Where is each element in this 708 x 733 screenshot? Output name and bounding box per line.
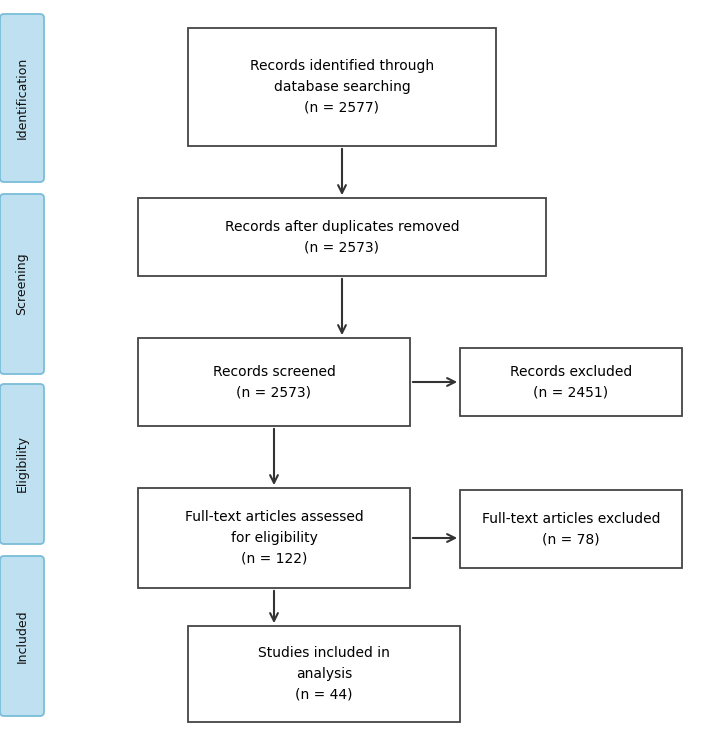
Text: Screening: Screening [16, 253, 28, 315]
FancyBboxPatch shape [0, 384, 44, 544]
FancyBboxPatch shape [188, 28, 496, 146]
FancyBboxPatch shape [188, 626, 460, 722]
Text: Eligibility: Eligibility [16, 435, 28, 493]
FancyBboxPatch shape [138, 198, 546, 276]
Text: Records screened
(n = 2573): Records screened (n = 2573) [212, 365, 336, 399]
Text: Full-text articles excluded
(n = 78): Full-text articles excluded (n = 78) [481, 512, 661, 546]
Text: Full-text articles assessed
for eligibility
(n = 122): Full-text articles assessed for eligibil… [185, 510, 363, 566]
Text: Studies included in
analysis
(n = 44): Studies included in analysis (n = 44) [258, 647, 390, 701]
FancyBboxPatch shape [460, 348, 682, 416]
FancyBboxPatch shape [0, 14, 44, 182]
Text: Records after duplicates removed
(n = 2573): Records after duplicates removed (n = 25… [224, 220, 459, 254]
Text: Identification: Identification [16, 57, 28, 139]
Text: Records identified through
database searching
(n = 2577): Records identified through database sear… [250, 59, 434, 114]
FancyBboxPatch shape [138, 338, 410, 426]
FancyBboxPatch shape [0, 194, 44, 374]
Text: Records excluded
(n = 2451): Records excluded (n = 2451) [510, 365, 632, 399]
FancyBboxPatch shape [138, 488, 410, 588]
FancyBboxPatch shape [460, 490, 682, 568]
Text: Included: Included [16, 609, 28, 663]
FancyBboxPatch shape [0, 556, 44, 716]
